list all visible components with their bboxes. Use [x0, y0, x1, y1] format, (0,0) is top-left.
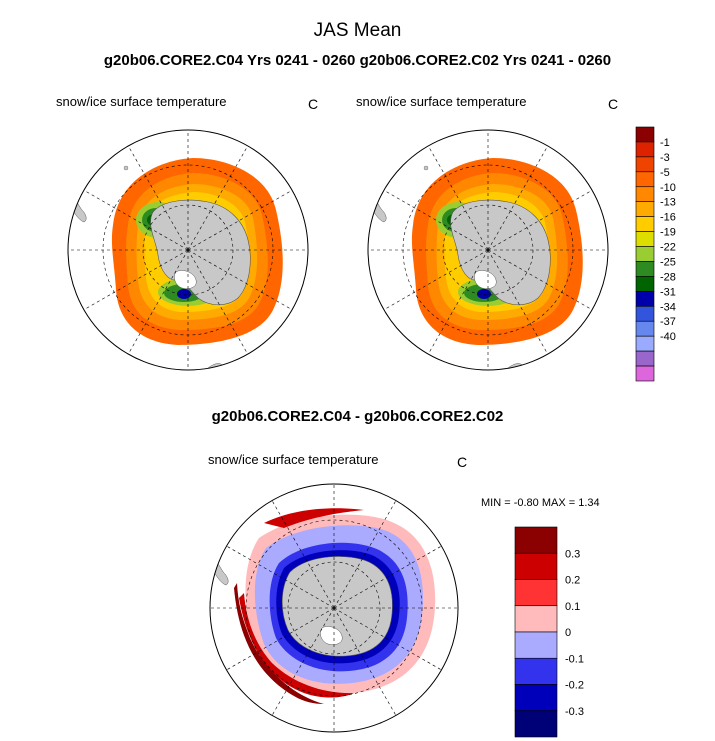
difference-colorbar-swatch — [514, 657, 558, 685]
temperature-colorbar-tick-label: -28 — [660, 271, 676, 283]
temperature-colorbar-swatch — [635, 231, 655, 247]
difference-colorbar: 0.3 0.2 0.1 0 -0.1 -0.2 -0.3 — [514, 526, 584, 738]
difference-colorbar-swatch — [514, 605, 558, 633]
temperature-colorbar-tick-label: -19 — [660, 227, 676, 239]
temperature-colorbar-swatch — [635, 365, 655, 382]
left-panel-label: snow/ice surface temperature — [56, 94, 227, 109]
temperature-colorbar-tick-label: -22 — [660, 242, 676, 254]
temperature-colorbar-tick-label: -34 — [660, 301, 676, 313]
difference-colorbar-tick-label: 0.2 — [565, 575, 580, 587]
temperature-colorbar: -1 -3 -5 -10 -13 -16 -19 -22 -25 -28 -31 -34 -37 -40 — [635, 126, 676, 382]
temperature-colorbar-tick-label: -31 — [660, 286, 676, 298]
diff-polar-map — [210, 484, 458, 732]
temperature-colorbar-tick-label: -40 — [660, 331, 676, 343]
temperature-colorbar-swatch — [635, 156, 655, 173]
difference-colorbar-swatch — [514, 631, 558, 659]
difference-colorbar-tick-label: 0.1 — [565, 601, 580, 613]
temperature-colorbar-tick-label: -13 — [660, 197, 676, 209]
temperature-colorbar-tick-label: -5 — [660, 167, 670, 179]
right-panel-units: C — [608, 96, 619, 112]
difference-colorbar-tick-label: 0.3 — [565, 548, 580, 560]
temperature-colorbar-swatch — [635, 141, 655, 158]
temperature-colorbar-swatch — [635, 186, 655, 203]
temperature-colorbar-swatch — [635, 276, 655, 292]
subtitle-bottom: g20b06.CORE2.C04 - g20b06.CORE2.C02 — [211, 408, 504, 425]
subtitle-top: g20b06.CORE2.C04 Yrs 0241 - 0260 g20b06.… — [103, 52, 612, 69]
temperature-colorbar-swatch — [635, 201, 655, 217]
temperature-colorbar-swatch — [635, 320, 655, 337]
temperature-colorbar-tick-label: -16 — [660, 212, 676, 224]
temperature-colorbar-swatch — [635, 246, 655, 262]
difference-colorbar-swatch — [514, 684, 558, 712]
temperature-colorbar-swatch — [635, 171, 655, 188]
difference-colorbar-tick-label: 0 — [565, 627, 571, 639]
temperature-colorbar-swatch — [635, 305, 655, 322]
right-panel-label: snow/ice surface temperature — [356, 94, 527, 109]
diff-minmax: MIN = -0.80 MAX = 1.34 — [481, 497, 600, 509]
difference-colorbar-tick-label: -0.2 — [565, 680, 584, 692]
difference-colorbar-tick-label: -0.3 — [565, 706, 584, 718]
difference-colorbar-swatch — [514, 579, 558, 607]
right-polar-map — [368, 130, 608, 370]
temperature-colorbar-swatch — [635, 291, 655, 307]
left-polar-map — [68, 130, 308, 370]
temperature-colorbar-swatch — [635, 261, 655, 277]
difference-colorbar-swatch — [514, 710, 558, 738]
temperature-colorbar-tick-label: -37 — [660, 316, 676, 328]
temperature-colorbar-tick-label: -10 — [660, 182, 676, 194]
temperature-colorbar-tick-label: -1 — [660, 137, 670, 149]
difference-colorbar-tick-label: -0.1 — [565, 653, 584, 665]
diff-panel-units: C — [457, 454, 468, 470]
temperature-colorbar-tick-label: -25 — [660, 256, 676, 268]
diff-panel-label: snow/ice surface temperature — [208, 452, 379, 467]
temperature-colorbar-swatch — [635, 335, 655, 352]
difference-colorbar-swatch — [514, 552, 558, 580]
temperature-colorbar-swatch — [635, 216, 655, 232]
temperature-colorbar-tick-label: -3 — [660, 152, 670, 164]
left-panel-units: C — [308, 96, 319, 112]
difference-colorbar-swatch — [514, 526, 558, 554]
temperature-colorbar-swatch — [635, 126, 655, 143]
temperature-colorbar-swatch — [635, 350, 655, 367]
figure-title: JAS Mean — [313, 20, 402, 41]
